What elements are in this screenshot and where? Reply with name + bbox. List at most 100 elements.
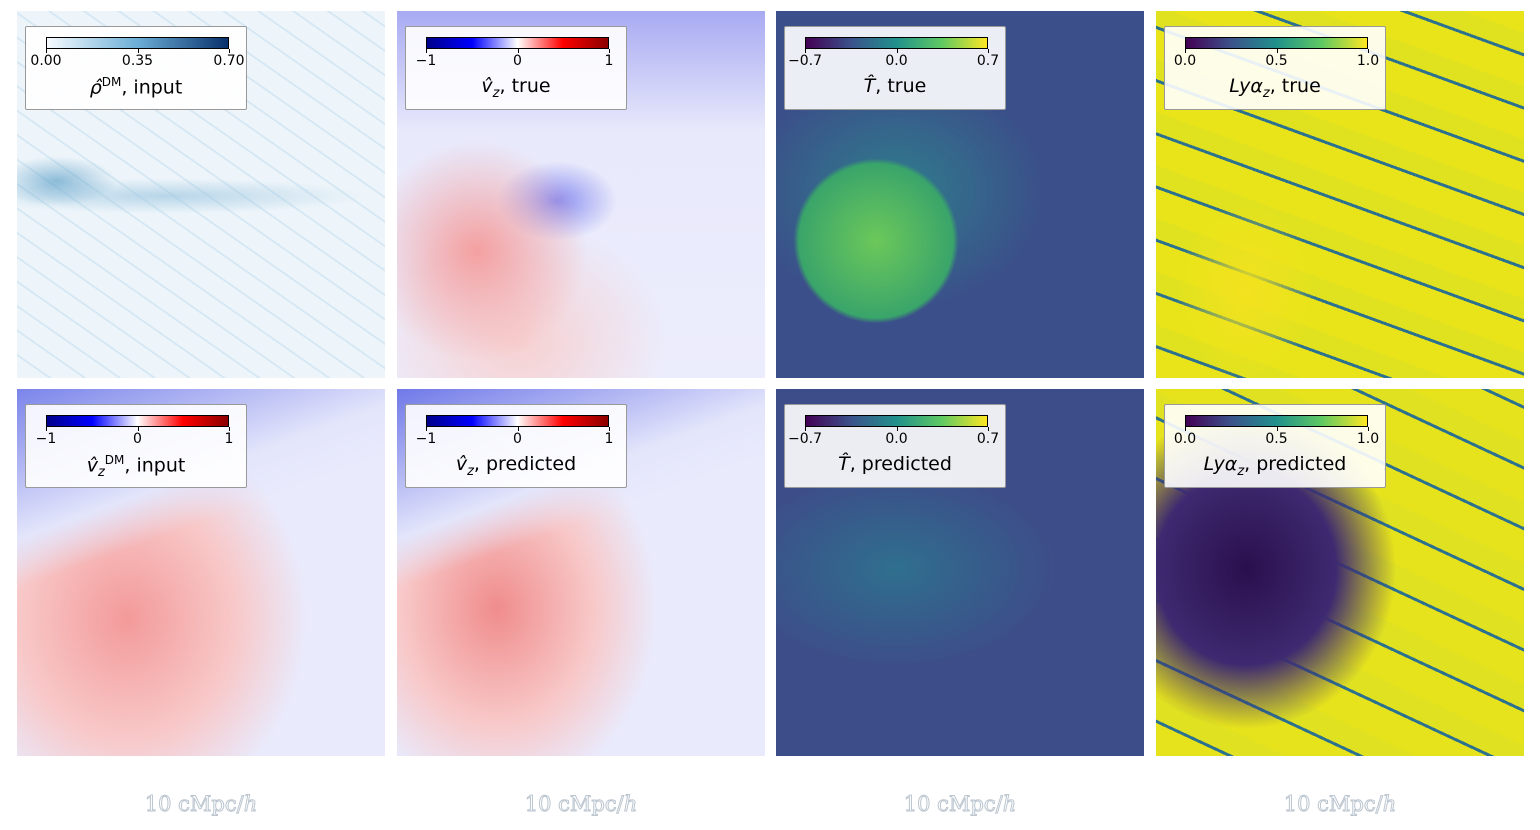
panel-label: v̂zDM, input [26,453,246,480]
legend: −1 0 1 v̂z, true [405,26,627,110]
colorbar-tick-label: 1 [604,53,614,69]
label-symbol: T̂ [838,453,850,475]
colorbar-tick-label: 0 [513,53,522,69]
colorbar-tick-label: −1 [415,431,437,447]
colorbar-tick-label: −1 [415,53,437,69]
colorbar-tick [805,427,806,431]
colorbar-tick-label: 0.0 [885,431,908,447]
colorbar-tick-label: 0.70 [213,53,245,69]
colorbar-tick-label: 0.5 [1265,53,1288,69]
colorbar-tick [46,427,47,431]
panel-label: Lyαz, true [1165,75,1385,101]
scale-text: 10 cMpc/ [903,792,1003,817]
panel: −1 0 1 v̂z, predicted [397,389,765,756]
legend: 0.0 0.5 1.0 Lyαz, true [1164,26,1386,110]
panel-label: Lyαz, predicted [1165,453,1385,479]
colorbar-tick [46,49,47,53]
panel-label: v̂z, predicted [406,453,626,479]
label-subscript: z [1262,85,1270,101]
colorbar-tick [229,49,230,53]
colorbar-tick [896,49,898,53]
colorbar [1185,415,1368,427]
colorbar-tick-label: −0.7 [788,431,822,447]
panel-label: T̂, predicted [785,453,1005,475]
label-symbol: v̂ [481,75,493,97]
label-subscript: z [97,465,105,481]
panel: −0.7 0.0 0.7 T̂, predicted [776,389,1144,756]
colorbar [46,37,229,49]
scale-unit: h [1382,792,1397,817]
panel: −1 0 1 v̂zDM, input [17,389,385,756]
colorbar-tick [229,427,230,431]
colorbar-tick-label: 0 [513,431,522,447]
colorbar-tick [137,49,139,53]
label-text: , true [1269,75,1321,97]
colorbar-tick [1276,427,1278,431]
scale-bar-label: 10 cMpc/h [397,792,765,817]
colorbar-tick-label: 1.0 [1356,431,1380,447]
label-subscript: z [492,85,500,101]
label-text: , true [875,75,927,97]
panel: 0.0 0.5 1.0 Lyαz, predicted [1156,389,1524,756]
label-symbol: v̂ [455,453,468,475]
colorbar-tick-label: −0.7 [788,53,822,69]
colorbar-tick [609,427,610,431]
label-text: , true [499,75,551,97]
label-superscript: DM [101,75,122,89]
label-symbol: Lyα [1203,453,1238,475]
colorbar-tick [1368,49,1369,53]
colorbar-tick-label: 1 [604,431,614,447]
colorbar-tick [1185,49,1186,53]
colorbar-tick [609,49,610,53]
colorbar-tick-label: 0.00 [30,53,62,69]
legend: −1 0 1 v̂zDM, input [25,404,247,488]
scale-bar-label: 10 cMpc/h [17,792,385,817]
colorbar-tick-label: 0.0 [1173,431,1197,447]
label-symbol: v̂ [86,454,98,477]
legend: 0.0 0.5 1.0 Lyαz, predicted [1164,404,1386,488]
colorbar-tick [517,427,519,431]
colorbar-tick [988,49,989,53]
colorbar-tick-label: 0.7 [976,431,1000,447]
colorbar [805,37,988,49]
label-subscript: z [1237,463,1245,479]
colorbar-tick-label: 0 [133,431,142,447]
colorbar-tick [1185,427,1186,431]
panel: −0.7 0.0 0.7 T̂, true [776,11,1144,378]
colorbar [426,37,609,49]
colorbar [46,415,229,427]
colorbar-tick [1276,49,1278,53]
colorbar-tick [137,427,139,431]
label-symbol: Lyα [1229,75,1263,97]
colorbar-tick-label: 1.0 [1356,53,1380,69]
scale-unit: h [243,792,258,817]
scale-text: 10 cMpc/ [1283,792,1383,817]
scale-text: 10 cMpc/ [144,792,244,817]
colorbar [1185,37,1368,49]
label-text: , predicted [849,453,952,475]
panel-label: T̂, true [785,75,1005,97]
colorbar [805,415,988,427]
colorbar-tick [517,49,519,53]
label-subscript: z [467,463,474,479]
legend: 0.00 0.35 0.70 ρ̂DM, input [25,26,247,110]
label-superscript: DM [104,453,125,467]
colorbar-tick [426,427,427,431]
colorbar-tick-label: 1 [224,431,234,447]
colorbar-tick-label: 0.7 [976,53,1000,69]
colorbar-tick [805,49,806,53]
colorbar-tick [1368,427,1369,431]
colorbar-tick-label: 0.35 [121,53,154,69]
panel-label: v̂z, true [406,75,626,101]
colorbar-tick [988,427,989,431]
colorbar-tick-label: 0.5 [1265,431,1288,447]
label-text: , input [124,454,186,477]
legend: −0.7 0.0 0.7 T̂, predicted [784,404,1006,488]
label-symbol: T̂ [863,75,876,97]
legend: −1 0 1 v̂z, predicted [405,404,627,488]
scale-bar-label: 10 cMpc/h [776,792,1144,817]
panel: 0.00 0.35 0.70 ρ̂DM, input [17,11,385,378]
scale-unit: h [623,792,638,817]
colorbar-tick [896,427,898,431]
scale-unit: h [1002,792,1017,817]
